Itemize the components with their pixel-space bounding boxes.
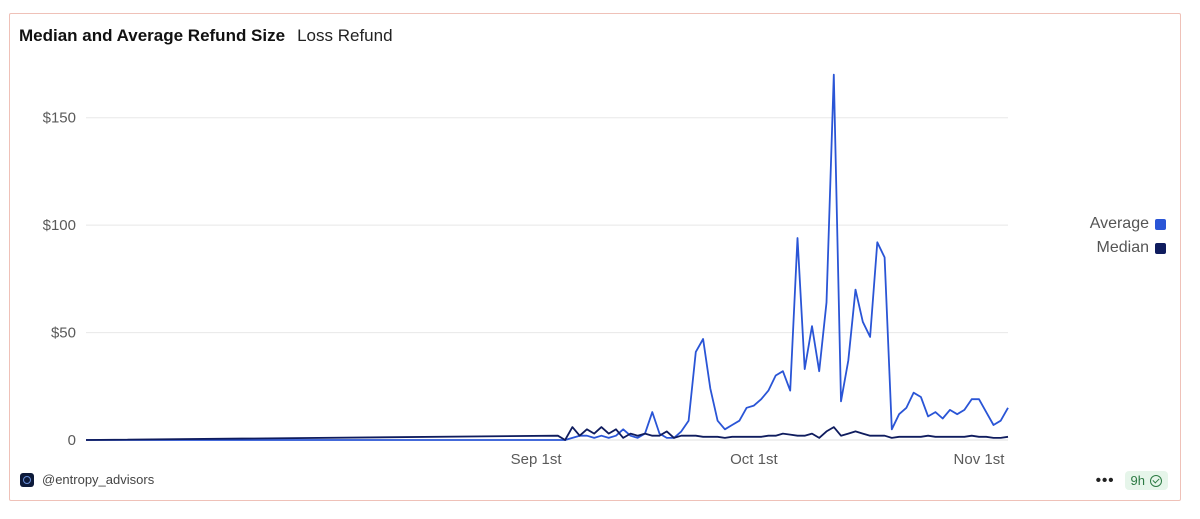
series-line-average (86, 73, 1009, 441)
chart-header: Median and Average Refund Size Loss Refu… (19, 26, 393, 46)
line-chart: 0 $50 $100 $150 Sep 1st Oct 1st Nov 1st (43, 73, 1009, 468)
y-tick-label: 0 (68, 432, 76, 449)
series-line-median (85, 426, 1009, 441)
legend-item-average[interactable]: Average (1090, 212, 1166, 236)
refresh-age: 9h (1130, 473, 1145, 488)
refresh-status-badge[interactable]: 9h (1124, 471, 1168, 490)
x-tick-label: Sep 1st (511, 451, 563, 468)
author-credit[interactable]: @entropy_advisors (20, 472, 154, 487)
chart-title: Median and Average Refund Size (19, 26, 286, 45)
check-circle-icon (1150, 474, 1162, 487)
chart-card: Median and Average Refund Size Loss Refu… (9, 13, 1181, 501)
footer-actions: ••• 9h (1096, 471, 1168, 490)
more-options-button[interactable]: ••• (1095, 472, 1115, 489)
legend-swatch-median (1155, 242, 1166, 254)
legend-label-median: Median (1096, 239, 1149, 256)
y-tick-label: $150 (43, 110, 76, 127)
x-tick-label: Oct 1st (730, 451, 778, 468)
legend-label-average: Average (1089, 215, 1149, 232)
legend-item-median[interactable]: Median (1090, 236, 1166, 260)
y-tick-label: $50 (51, 325, 76, 342)
author-avatar (20, 472, 34, 487)
legend-swatch-average (1155, 218, 1166, 230)
author-handle: @entropy_advisors (42, 472, 155, 487)
y-tick-label: $100 (43, 217, 76, 234)
chart-subtitle: Loss Refund (297, 26, 393, 45)
chart-legend: Average Median (1090, 212, 1166, 260)
x-tick-label: Nov 1st (954, 451, 1006, 468)
